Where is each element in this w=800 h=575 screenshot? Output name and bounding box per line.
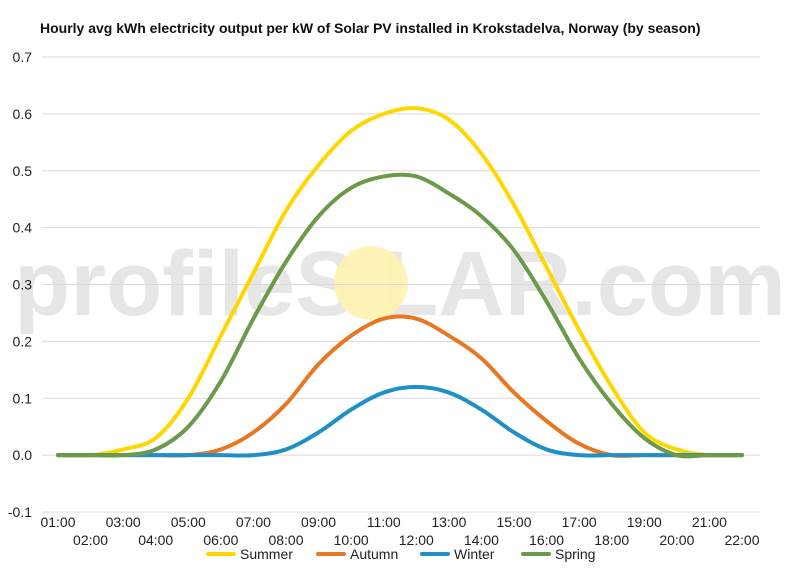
x-tick-label: 16:00 xyxy=(529,532,564,548)
legend-label-autumn: Autumn xyxy=(350,546,398,562)
x-tick-label: 17:00 xyxy=(562,514,597,530)
x-tick-label: 15:00 xyxy=(496,514,531,530)
x-tick-label: 06:00 xyxy=(203,532,238,548)
x-tick-label: 03:00 xyxy=(106,514,141,530)
y-tick-label: 0.6 xyxy=(13,106,33,122)
x-tick-label: 21:00 xyxy=(692,514,727,530)
series-line-winter xyxy=(56,384,744,458)
x-tick-label: 05:00 xyxy=(171,514,206,530)
x-tick-label: 09:00 xyxy=(301,514,336,530)
legend: Summer Autumn Winter Spring xyxy=(206,546,595,562)
x-tick-label: 02:00 xyxy=(73,532,108,548)
series-layer xyxy=(56,106,744,459)
x-tick-label: 18:00 xyxy=(594,532,629,548)
x-tick-label: 07:00 xyxy=(236,514,271,530)
series-line-summer xyxy=(56,106,744,458)
x-tick-label: 04:00 xyxy=(138,532,173,548)
watermark-sun-icon xyxy=(334,246,408,320)
x-tick-label: 13:00 xyxy=(431,514,466,530)
series-line-spring xyxy=(56,172,744,459)
y-tick-label: 0.4 xyxy=(13,220,33,236)
y-tick-label: 0.0 xyxy=(13,447,33,463)
x-tick-label: 20:00 xyxy=(659,532,694,548)
x-tick-label: 12:00 xyxy=(399,532,434,548)
chart-title: Hourly avg kWh electricity output per kW… xyxy=(40,20,701,36)
y-tick-label: -0.1 xyxy=(8,504,32,520)
axis-layer: -0.1 0.0 0.1 0.2 0.3 0.4 0.5 0.6 0.7 01:00 02:00 03… xyxy=(8,49,760,548)
legend-label-winter: Winter xyxy=(454,546,495,562)
x-tick-label: 19:00 xyxy=(627,514,662,530)
x-tick-label: 11:00 xyxy=(367,514,401,530)
x-tick-label: 10:00 xyxy=(334,532,369,548)
x-tick-label: 22:00 xyxy=(724,532,759,548)
x-tick-label: 01:00 xyxy=(40,514,75,530)
grid-layer xyxy=(42,56,760,513)
y-tick-label: 0.3 xyxy=(13,277,33,293)
y-tick-label: 0.1 xyxy=(13,390,33,406)
x-tick-label: 14:00 xyxy=(464,532,499,548)
y-tick-label: 0.5 xyxy=(13,163,33,179)
x-tick-label: 08:00 xyxy=(268,532,303,548)
legend-label-spring: Spring xyxy=(555,546,595,562)
legend-label-summer: Summer xyxy=(240,546,293,562)
y-tick-label: 0.2 xyxy=(13,333,33,349)
y-tick-label: 0.7 xyxy=(13,49,33,65)
